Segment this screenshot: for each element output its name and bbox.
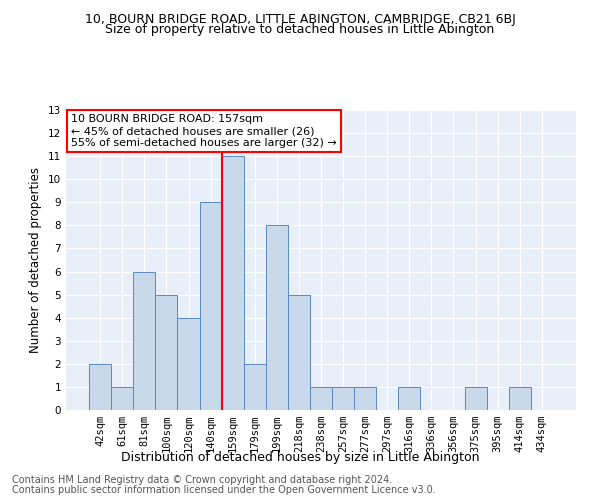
Text: Size of property relative to detached houses in Little Abington: Size of property relative to detached ho… (106, 22, 494, 36)
Bar (398, 387, 421, 410)
Bar (288, 294, 310, 410)
Bar (89, 364, 111, 410)
Bar (266, 226, 288, 410)
Bar (111, 387, 133, 410)
Text: Contains HM Land Registry data © Crown copyright and database right 2024.: Contains HM Land Registry data © Crown c… (12, 475, 392, 485)
Bar (310, 387, 332, 410)
Text: 10, BOURN BRIDGE ROAD, LITTLE ABINGTON, CAMBRIDGE, CB21 6BJ: 10, BOURN BRIDGE ROAD, LITTLE ABINGTON, … (85, 12, 515, 26)
Bar (200, 202, 221, 410)
Text: 10 BOURN BRIDGE ROAD: 157sqm
← 45% of detached houses are smaller (26)
55% of se: 10 BOURN BRIDGE ROAD: 157sqm ← 45% of de… (71, 114, 337, 148)
Bar (155, 294, 178, 410)
Bar (178, 318, 200, 410)
Bar (332, 387, 354, 410)
Bar (244, 364, 266, 410)
Bar (133, 272, 155, 410)
Bar (354, 387, 376, 410)
Bar (464, 387, 487, 410)
Bar (509, 387, 531, 410)
Bar (221, 156, 244, 410)
Y-axis label: Number of detached properties: Number of detached properties (29, 167, 43, 353)
Text: Contains public sector information licensed under the Open Government Licence v3: Contains public sector information licen… (12, 485, 436, 495)
Text: Distribution of detached houses by size in Little Abington: Distribution of detached houses by size … (121, 451, 479, 464)
